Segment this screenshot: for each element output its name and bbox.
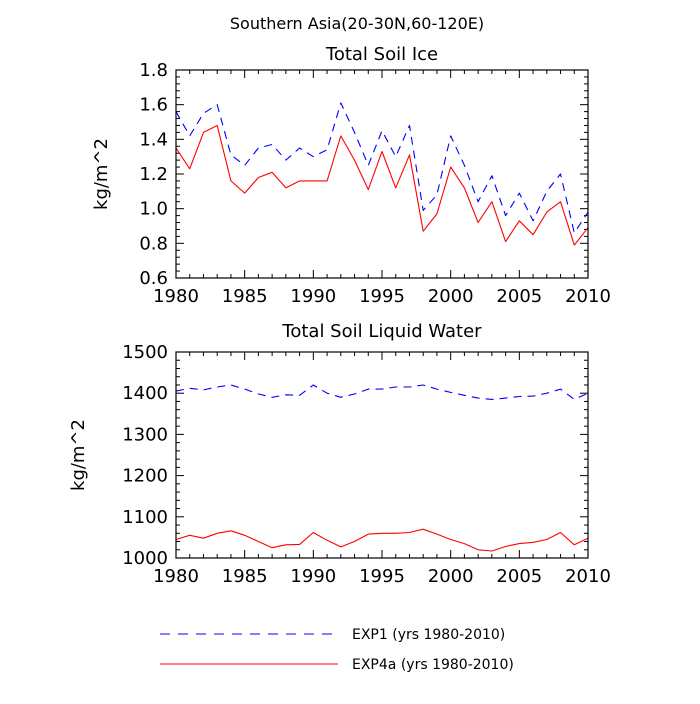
ytick-label: 1.4 bbox=[139, 129, 168, 150]
legend: EXP1 (yrs 1980-2010) EXP4a (yrs 1980-201… bbox=[160, 627, 514, 673]
panel-soil-ice-frame bbox=[175, 69, 589, 279]
xtick-label: 1985 bbox=[222, 286, 268, 307]
ytick-label: 0.8 bbox=[139, 233, 168, 254]
ytick-label: 1.6 bbox=[139, 95, 168, 116]
panel-soil-ice-series bbox=[175, 102, 589, 246]
ytick-label: 1.8 bbox=[139, 60, 168, 81]
xtick-label: 2005 bbox=[496, 566, 542, 587]
xtick-label: 2000 bbox=[428, 286, 474, 307]
xtick-label: 2010 bbox=[565, 566, 611, 587]
panel-soil-liquid-ticks: 1980 1985 1990 1995 2000 2005 2010 1000 1100 1200… bbox=[122, 342, 611, 587]
panel-soil-liquid-ylabel: kg/m^2 bbox=[68, 419, 89, 491]
panel-soil-ice-title: Total Soil Ice bbox=[325, 44, 438, 65]
xtick-label: 1990 bbox=[290, 566, 336, 587]
xtick-label: 2010 bbox=[565, 286, 611, 307]
ytick-label: 1000 bbox=[122, 548, 168, 569]
panel-soil-ice: Total Soil Ice 1980 1985 1990 1995 2000 2005 2… bbox=[91, 44, 611, 307]
figure-title: Southern Asia(20-30N,60-120E) bbox=[230, 14, 484, 33]
panel-soil-liquid-frame bbox=[175, 351, 589, 559]
series-line-exp1 bbox=[175, 102, 589, 234]
ytick-label: 0.6 bbox=[139, 268, 168, 289]
ytick-label: 1300 bbox=[122, 424, 168, 445]
ytick-label: 1400 bbox=[122, 383, 168, 404]
series-line-exp4a bbox=[175, 124, 589, 246]
series-line-exp4a bbox=[175, 528, 589, 552]
panel-soil-liquid-title: Total Soil Liquid Water bbox=[281, 321, 482, 342]
panel-soil-ice-ticks: 1980 1985 1990 1995 2000 2005 2010 0.6 0.8 1.0 1.2… bbox=[139, 60, 611, 307]
legend-label-exp1: EXP1 (yrs 1980-2010) bbox=[352, 627, 505, 643]
series-line-exp1 bbox=[175, 384, 589, 400]
xtick-label: 2005 bbox=[496, 286, 542, 307]
panel-soil-ice-ylabel: kg/m^2 bbox=[91, 138, 112, 210]
xtick-label: 1980 bbox=[153, 286, 199, 307]
xtick-label: 1990 bbox=[290, 286, 336, 307]
xtick-label: 1995 bbox=[359, 286, 405, 307]
ytick-label: 1200 bbox=[122, 466, 168, 487]
legend-label-exp4a: EXP4a (yrs 1980-2010) bbox=[352, 657, 514, 673]
xtick-label: 1995 bbox=[359, 566, 405, 587]
xtick-label: 1980 bbox=[153, 566, 199, 587]
ytick-label: 1500 bbox=[122, 342, 168, 363]
panel-soil-liquid: Total Soil Liquid Water 1980 1985 1990 1995… bbox=[68, 321, 611, 587]
ytick-label: 1100 bbox=[122, 507, 168, 528]
xtick-label: 1985 bbox=[222, 566, 268, 587]
panel-soil-liquid-series bbox=[175, 384, 589, 552]
xtick-label: 2000 bbox=[428, 566, 474, 587]
ytick-label: 1.2 bbox=[139, 164, 168, 185]
ytick-label: 1.0 bbox=[139, 199, 168, 220]
